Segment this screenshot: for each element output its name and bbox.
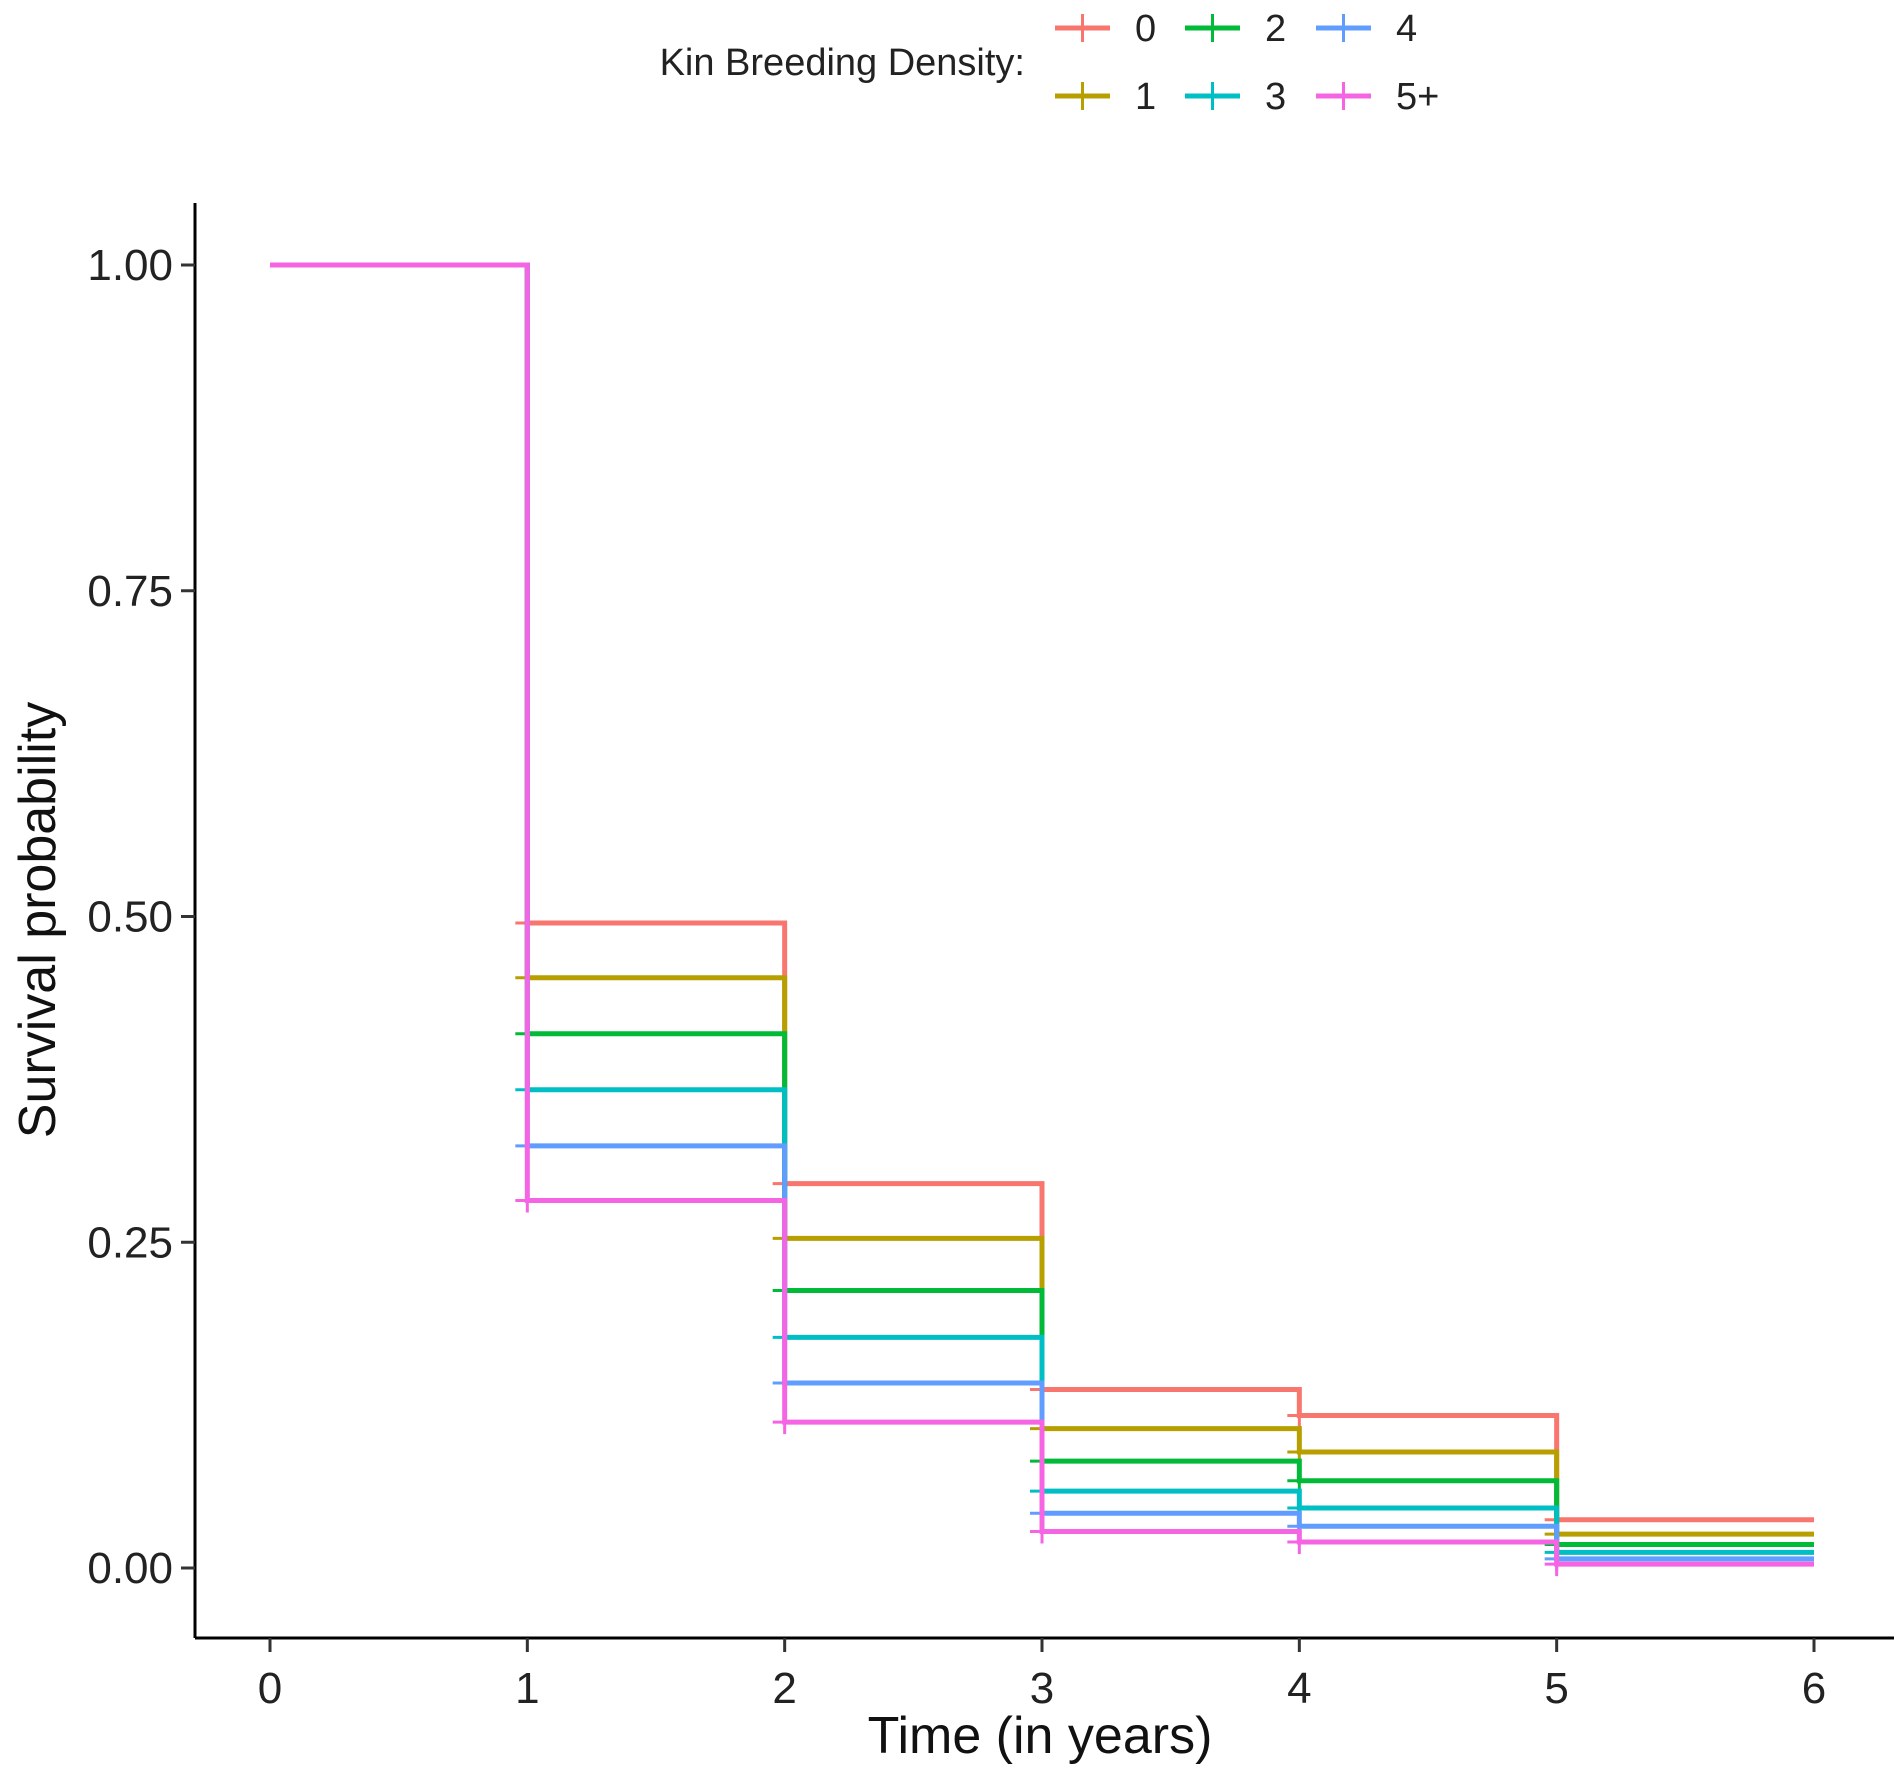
survival-curve-5+ — [270, 262, 1814, 1567]
y-tick-label: 0.25 — [87, 1218, 173, 1267]
x-tick-label: 6 — [1802, 1664, 1826, 1713]
censor-mark — [1544, 1552, 1569, 1577]
series-5+ — [270, 262, 1814, 1577]
legend-label: 2 — [1265, 8, 1286, 50]
x-axis-title: Time (in years) — [868, 1707, 1213, 1765]
legend-items: 0 1 2 3 4 5+ — [1055, 8, 1439, 118]
legend-item-4: 4 — [1316, 8, 1417, 50]
legend: Kin Breeding Density: 0 1 2 3 4 5+ — [660, 8, 1440, 118]
series-3 — [270, 262, 1814, 1565]
legend-item-3: 3 — [1185, 76, 1286, 118]
y-tick-label: 0.75 — [87, 567, 173, 616]
series-layer — [270, 262, 1814, 1577]
survival-curve-3 — [270, 262, 1814, 1555]
y-tick-label: 0.50 — [87, 893, 173, 942]
legend-item-2: 2 — [1185, 8, 1286, 50]
y-axis-ticks: 0.00 0.25 0.50 0.75 1.00 — [87, 241, 195, 1593]
legend-item-1: 1 — [1055, 76, 1156, 118]
y-tick-label: 0.00 — [87, 1544, 173, 1593]
x-tick-label: 1 — [515, 1664, 539, 1713]
x-tick-label: 3 — [1030, 1664, 1054, 1713]
censor-mark — [772, 1410, 797, 1435]
x-tick-label: 5 — [1544, 1664, 1568, 1713]
x-tick-label: 0 — [258, 1664, 282, 1713]
legend-label: 5+ — [1396, 76, 1439, 118]
legend-label: 4 — [1396, 8, 1417, 50]
legend-title: Kin Breeding Density: — [660, 42, 1025, 84]
legend-label: 1 — [1135, 76, 1156, 118]
x-tick-label: 4 — [1287, 1664, 1311, 1713]
y-axis-title: Survival probability — [9, 702, 67, 1138]
x-axis-ticks: 0 1 2 3 4 5 6 — [258, 1638, 1826, 1713]
legend-label: 0 — [1135, 8, 1156, 50]
legend-item-5+: 5+ — [1316, 76, 1439, 118]
legend-item-0: 0 — [1055, 8, 1156, 50]
x-tick-label: 2 — [772, 1664, 796, 1713]
plot-area: 0 1 2 3 4 5 6 0.00 0.25 0.50 0.75 1.00 — [87, 203, 1894, 1713]
censor-mark — [515, 1188, 540, 1213]
censor-mark — [1287, 1403, 1312, 1428]
censor-mark — [1287, 1529, 1312, 1554]
censor-mark — [1030, 1519, 1054, 1544]
y-tick-label: 1.00 — [87, 241, 173, 290]
legend-label: 3 — [1265, 76, 1286, 118]
